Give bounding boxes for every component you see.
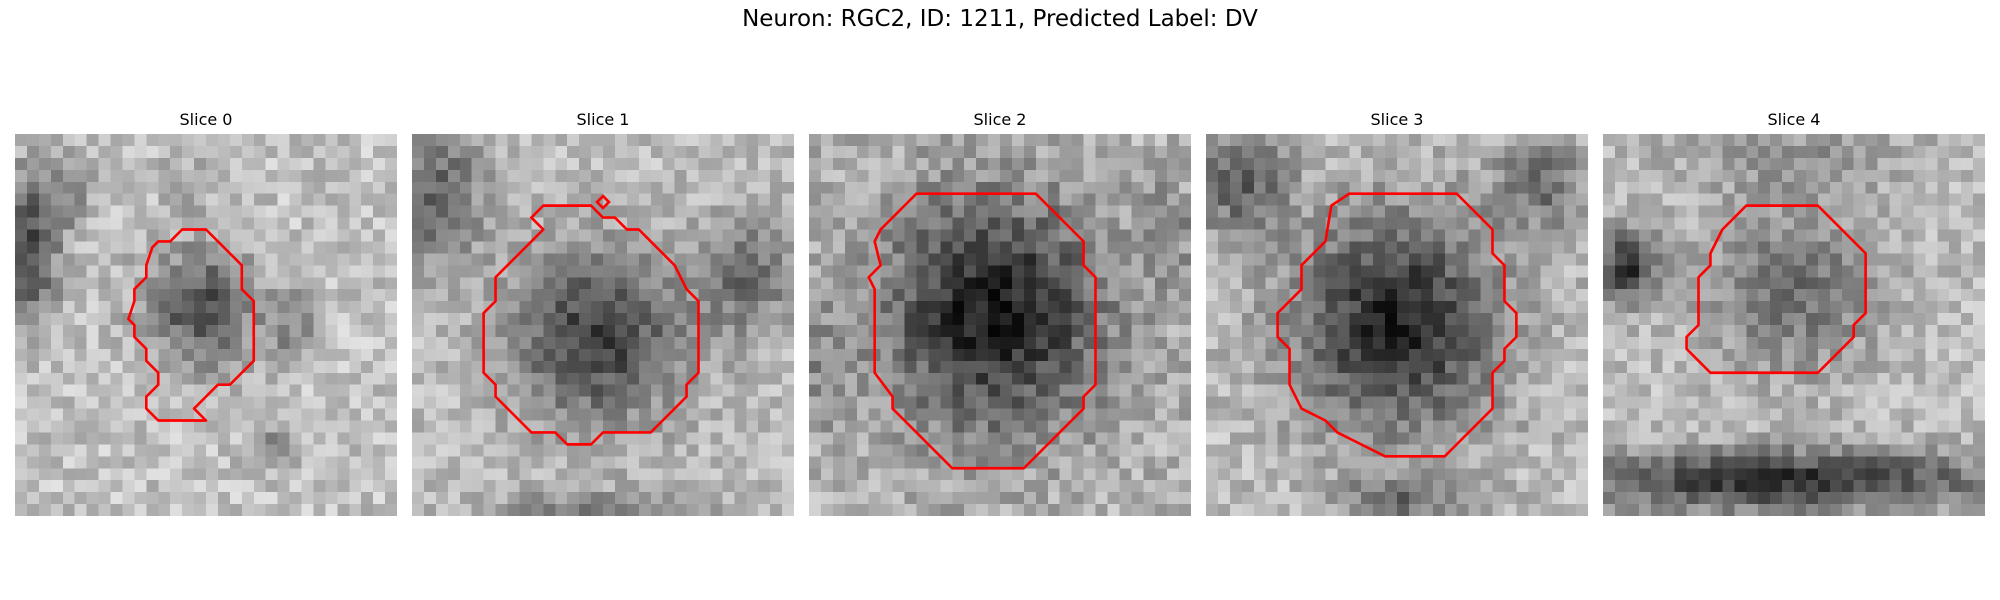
slice-title-2: Slice 2 <box>973 110 1027 129</box>
slice-panel-0: Slice 0 <box>15 108 397 516</box>
pixel-grid <box>1603 134 1985 516</box>
slice-title-0: Slice 0 <box>179 110 233 129</box>
cell-outline-2 <box>867 192 1097 470</box>
slice-title-3: Slice 3 <box>1370 110 1424 129</box>
cell-outline-1 <box>482 204 700 446</box>
slice-image-3 <box>1206 134 1588 516</box>
cell-outline-3 <box>1276 192 1518 458</box>
slice-panel-2: Slice 2 <box>809 108 1191 516</box>
slice-image-1 <box>412 134 794 516</box>
slice-image-0 <box>15 134 397 516</box>
slice-image-4 <box>1603 134 1985 516</box>
pixel-grid <box>412 134 794 516</box>
cell-outline-0 <box>127 228 256 422</box>
pixel-grid <box>1206 134 1588 516</box>
pixel-grid <box>15 134 397 516</box>
cell-outline-4 <box>1685 204 1867 375</box>
figure-title: Neuron: RGC2, ID: 1211, Predicted Label:… <box>742 6 1258 32</box>
slice-panel-4: Slice 4 <box>1603 108 1985 516</box>
cell-outline-fragment <box>595 194 611 210</box>
slice-title-4: Slice 4 <box>1767 110 1821 129</box>
slice-image-2 <box>809 134 1191 516</box>
slice-title-1: Slice 1 <box>576 110 630 129</box>
slice-panel-3: Slice 3 <box>1206 108 1588 516</box>
slice-panel-1: Slice 1 <box>412 108 794 516</box>
pixel-grid <box>809 134 1191 516</box>
